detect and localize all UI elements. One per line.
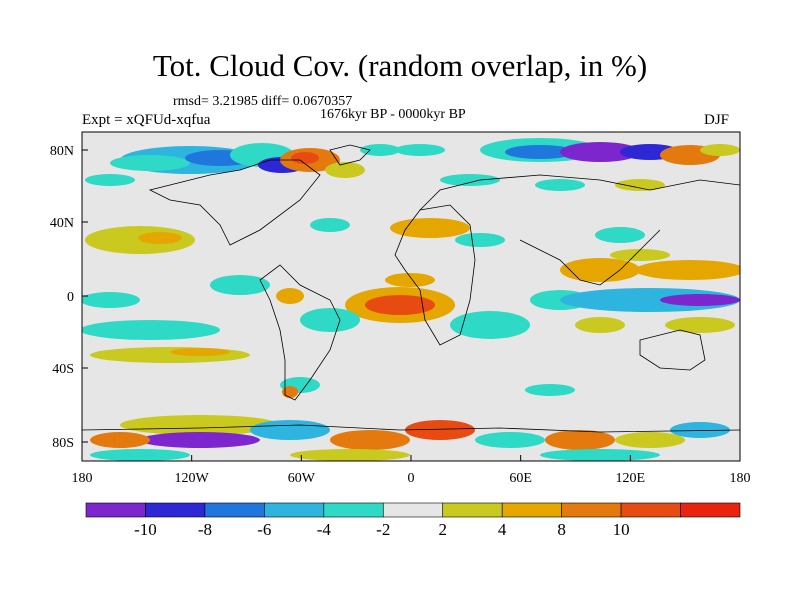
stats-line: rmsd= 3.21985 diff= 0.0670357: [173, 94, 353, 109]
colorbar-swatch: [442, 502, 503, 518]
colorbar-label: -2: [376, 520, 390, 539]
colorbar-swatch: [561, 502, 622, 518]
colorbar-label: -4: [317, 520, 332, 539]
lon-tick-label: 180: [730, 471, 751, 486]
latitude-axis: 80N 40N 0 40S 80S: [50, 144, 88, 451]
colorbar-swatch: [85, 502, 146, 518]
coastlines: [82, 144, 740, 433]
lon-tick-label: 120W: [175, 471, 210, 486]
lon-tick-label: 180: [72, 471, 93, 486]
lon-tick-label: 120E: [616, 471, 646, 486]
colorbar-swatch: [264, 502, 325, 518]
colorbar-swatch: [145, 502, 206, 518]
lon-tick-label: 60W: [288, 471, 316, 486]
lon-tick-label: 0: [408, 471, 415, 486]
colorbar-label: -6: [257, 520, 271, 539]
lat-tick-label: 0: [67, 290, 74, 305]
anomaly-patches: [82, 138, 740, 461]
colorbar-swatch: [323, 502, 384, 518]
map-title: Tot. Cloud Cov. (random overlap, in %): [152, 48, 648, 83]
experiment-label: Expt = xQFUd-xqfua: [82, 112, 211, 128]
period-label: 1676kyr BP - 0000kyr BP: [320, 107, 466, 122]
colorbar-label: 10: [613, 520, 630, 539]
longitude-axis: 180 120W 60W 0 60E 120E 180: [72, 455, 751, 486]
colorbar-label: 8: [557, 520, 566, 539]
lat-tick-label: 80N: [50, 144, 74, 159]
colorbar-swatch: [680, 502, 741, 518]
colorbar-swatch: [501, 502, 562, 518]
colorbar-label: -10: [134, 520, 157, 539]
lat-tick-label: 40S: [52, 362, 74, 377]
colorbar-label: 2: [438, 520, 447, 539]
colorbar-label: 4: [498, 520, 507, 539]
lat-tick-label: 40N: [50, 216, 74, 231]
season-label: DJF: [704, 112, 730, 128]
colorbar-swatch: [382, 502, 444, 518]
lon-tick-label: 60E: [509, 471, 532, 486]
colorbar-swatch: [204, 502, 265, 518]
colorbar-swatch: [620, 502, 681, 518]
lat-tick-label: 80S: [52, 436, 74, 451]
colorbar-label: -8: [198, 520, 212, 539]
colorbar: -10 -8 -6 -4 -2 2 4 8 10: [85, 502, 741, 539]
